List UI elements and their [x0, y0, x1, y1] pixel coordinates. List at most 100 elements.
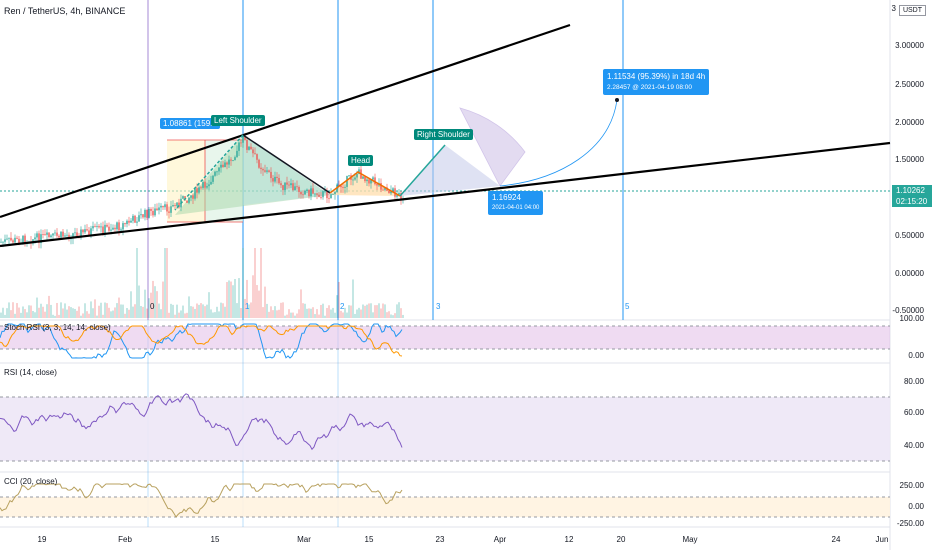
- candle-body: [310, 188, 312, 197]
- stoch-title[interactable]: Stoch RSI (3, 3, 14, 14, close): [4, 323, 111, 332]
- candle-body: [262, 169, 264, 171]
- volume-bar: [372, 312, 374, 318]
- candle-body: [248, 146, 250, 150]
- target-line1: 1.11534 (95.39%) in 18d 4h: [607, 72, 706, 81]
- candle-body: [56, 232, 58, 236]
- volume-bar: [48, 295, 50, 318]
- candle-body: [128, 220, 130, 223]
- volume-bar: [388, 311, 390, 318]
- countdown-label: 02:15:20: [892, 196, 932, 207]
- volume-bar: [284, 315, 286, 318]
- currency-button[interactable]: USDT: [898, 5, 926, 16]
- volume-bar: [228, 280, 230, 318]
- candle-body: [12, 240, 14, 243]
- stoch-level: 0.00: [908, 351, 924, 360]
- candle-body: [234, 157, 236, 161]
- volume-bar: [300, 289, 302, 318]
- volume-bar: [336, 295, 338, 318]
- candle-body: [256, 154, 258, 160]
- cci-line: [0, 483, 403, 518]
- volume-bar: [190, 306, 192, 318]
- candle-body: [100, 226, 102, 228]
- volume-bar: [398, 302, 400, 318]
- candle-body: [210, 181, 212, 185]
- candle-body: [298, 186, 300, 193]
- volume-bar: [258, 290, 260, 318]
- volume-bar: [96, 315, 98, 318]
- candle-body: [222, 164, 224, 168]
- candle-body: [354, 177, 356, 180]
- candle-body: [268, 170, 270, 172]
- candle-body: [320, 196, 322, 198]
- volume-bar: [140, 305, 142, 318]
- candle-body: [130, 220, 132, 223]
- candle-body: [362, 176, 364, 179]
- candle-body: [108, 226, 110, 231]
- candle-body: [66, 234, 68, 236]
- candle-body: [74, 232, 76, 234]
- price-tick: 0.50000: [895, 231, 924, 240]
- volume-bar: [222, 303, 224, 318]
- volume-bar: [170, 303, 172, 318]
- volume-bar: [202, 304, 204, 318]
- cci-title[interactable]: CCI (20, close): [4, 477, 58, 486]
- volume-bar: [120, 304, 122, 318]
- price-tick: 2.00000: [895, 118, 924, 127]
- volume-bar: [212, 312, 214, 318]
- candle-body: [152, 210, 154, 216]
- candle-body: [208, 184, 210, 187]
- candle-body: [82, 229, 84, 233]
- volume-bar: [248, 304, 250, 318]
- volume-bar: [318, 314, 320, 318]
- left-shoulder-price-tag: 1.08861 (159.6: [160, 118, 220, 129]
- candle-body: [232, 160, 234, 161]
- candle-body: [190, 195, 192, 198]
- candle-body: [334, 192, 336, 194]
- candle-body: [338, 184, 340, 186]
- candle-body: [88, 230, 90, 236]
- volume-bar: [26, 312, 28, 318]
- candle-body: [284, 182, 286, 191]
- volume-bar: [268, 311, 270, 318]
- cci-band: [0, 497, 890, 517]
- candle-body: [54, 232, 56, 234]
- candle-body: [138, 215, 140, 222]
- support-tag: 1.16924 2021-04-01 04:00: [488, 191, 544, 215]
- candle-body: [272, 178, 274, 182]
- volume-bar: [54, 315, 56, 318]
- candle-body: [90, 228, 92, 236]
- volume-bar: [328, 305, 330, 318]
- volume-bar: [106, 303, 108, 318]
- volume-bar: [78, 306, 80, 318]
- volume-bar: [150, 292, 152, 318]
- volume-bar: [400, 308, 402, 318]
- volume-bar: [288, 309, 290, 318]
- volume-bar: [350, 305, 352, 318]
- candle-body: [120, 229, 122, 231]
- candle-body: [96, 226, 98, 227]
- candle-body: [86, 229, 88, 231]
- volume-bar: [322, 303, 324, 318]
- volume-bar: [12, 302, 14, 318]
- volume-bar: [240, 307, 242, 318]
- volume-bar: [384, 304, 386, 318]
- volume-bar: [64, 303, 66, 318]
- current-price-label: 1.10262: [892, 185, 932, 196]
- volume-bar: [134, 304, 136, 318]
- candle-body: [146, 209, 148, 218]
- rsi-level: 60.00: [903, 408, 924, 417]
- volume-bar: [114, 307, 116, 318]
- volume-bar: [274, 306, 276, 318]
- volume-bar: [176, 304, 178, 318]
- volume-bar: [308, 308, 310, 318]
- symbol-title[interactable]: Ren / TetherUS, 4h, BINANCE: [4, 6, 126, 16]
- volume-bar: [122, 304, 124, 318]
- volume-bar: [178, 312, 180, 318]
- rsi-title[interactable]: RSI (14, close): [4, 368, 57, 377]
- candle-body: [270, 171, 272, 179]
- volume-bar: [88, 313, 90, 318]
- support-price: 1.16924: [492, 193, 521, 202]
- candle-body: [22, 235, 24, 243]
- stoch-band: [0, 326, 890, 349]
